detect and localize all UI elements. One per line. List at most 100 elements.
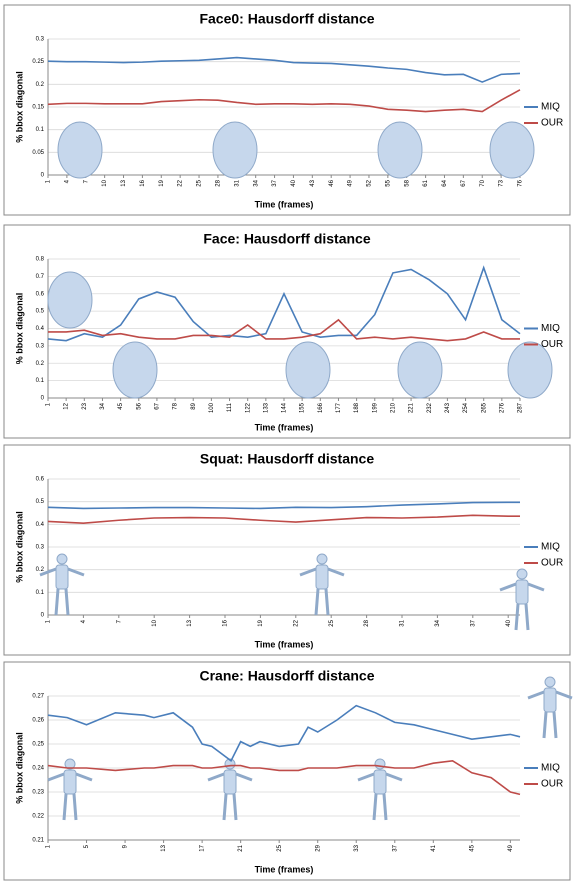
x-tick-label: 122 <box>245 402 251 413</box>
x-axis-label: Time (frames) <box>255 199 314 209</box>
x-tick-label: 61 <box>423 179 429 186</box>
y-tick-label: 0.25 <box>32 742 44 748</box>
face-thumbnail <box>286 342 330 398</box>
x-tick-label: 37 <box>392 844 398 851</box>
x-tick-label: 25 <box>277 844 283 851</box>
y-tick-label: 0.05 <box>32 150 44 156</box>
figure-body <box>544 688 556 712</box>
x-tick-label: 188 <box>354 402 360 413</box>
y-tick-label: 0.6 <box>36 477 45 483</box>
x-tick-label: 144 <box>282 402 288 413</box>
y-tick-label: 0.5 <box>36 309 45 315</box>
figure-head <box>317 554 327 564</box>
x-tick-label: 276 <box>499 402 505 413</box>
x-axis-label: Time (frames) <box>255 864 314 874</box>
x-tick-label: 17 <box>200 844 206 851</box>
y-axis-label: % bbox diagonal <box>14 293 24 365</box>
legend-label: MIQ <box>541 102 560 113</box>
y-tick-label: 0.27 <box>32 694 44 700</box>
x-tick-label: 67 <box>155 402 161 409</box>
face-thumbnail <box>48 272 92 328</box>
chart-title: Face0: Hausdorff distance <box>199 11 374 27</box>
y-tick-label: 0.25 <box>32 59 44 65</box>
y-tick-label: 0.5 <box>36 499 45 505</box>
y-tick-label: 0.4 <box>36 326 45 332</box>
figure-head <box>375 759 385 769</box>
face-thumbnail <box>508 342 552 398</box>
x-tick-label: 23 <box>82 402 88 409</box>
figure-body <box>316 565 328 589</box>
face-thumbnail <box>213 122 257 178</box>
x-tick-label: 76 <box>518 179 524 186</box>
x-tick-label: 31 <box>234 179 240 186</box>
x-tick-label: 19 <box>159 179 165 186</box>
x-tick-label: 41 <box>431 844 437 851</box>
x-tick-label: 287 <box>518 402 524 413</box>
x-tick-label: 46 <box>329 179 335 186</box>
x-axis-label: Time (frames) <box>255 422 314 432</box>
x-tick-label: 73 <box>499 179 505 186</box>
face-thumbnail <box>490 122 534 178</box>
figure-head <box>57 554 67 564</box>
x-tick-label: 166 <box>318 402 324 413</box>
y-tick-label: 0.2 <box>36 82 45 88</box>
x-tick-label: 177 <box>336 402 342 413</box>
x-tick-label: 199 <box>372 402 378 413</box>
y-axis-label: % bbox diagonal <box>14 511 24 583</box>
x-tick-label: 43 <box>310 179 316 186</box>
figure-body <box>64 770 76 794</box>
x-tick-label: 210 <box>391 402 397 413</box>
figure-body <box>224 770 236 794</box>
x-tick-label: 33 <box>354 844 360 851</box>
chart-title: Squat: Hausdorff distance <box>200 451 374 467</box>
x-tick-label: 232 <box>427 402 433 413</box>
legend-label: OUR <box>541 779 563 790</box>
y-tick-label: 0.7 <box>36 274 45 280</box>
legend-label: OUR <box>541 118 563 129</box>
x-tick-label: 25 <box>197 179 203 186</box>
x-tick-label: 25 <box>329 619 335 626</box>
y-tick-label: 0.3 <box>36 343 45 349</box>
x-tick-label: 13 <box>161 844 167 851</box>
figure-head <box>545 677 555 687</box>
y-tick-label: 0.3 <box>36 545 45 551</box>
x-tick-label: 89 <box>191 402 197 409</box>
x-tick-label: 22 <box>293 619 299 626</box>
y-tick-label: 0.2 <box>36 361 45 367</box>
x-tick-label: 45 <box>469 844 475 851</box>
x-tick-label: 49 <box>348 179 354 186</box>
face-thumbnail <box>58 122 102 178</box>
x-tick-label: 31 <box>400 619 406 626</box>
x-tick-label: 100 <box>209 402 215 413</box>
y-axis-label: % bbox diagonal <box>14 732 24 804</box>
x-tick-label: 29 <box>315 844 321 851</box>
y-tick-label: 0.24 <box>32 766 44 772</box>
x-tick-label: 34 <box>253 179 259 186</box>
x-tick-label: 45 <box>118 402 124 409</box>
y-tick-label: 0.15 <box>32 105 44 111</box>
x-tick-label: 56 <box>136 402 142 409</box>
face-thumbnail <box>398 342 442 398</box>
y-tick-label: 0.4 <box>36 522 45 528</box>
y-axis-label: % bbox diagonal <box>14 71 24 143</box>
legend-label: OUR <box>541 558 563 569</box>
x-tick-label: 12 <box>64 402 70 409</box>
y-tick-label: 0.23 <box>32 790 44 796</box>
x-tick-label: 155 <box>300 402 306 413</box>
x-tick-label: 37 <box>470 619 476 626</box>
y-tick-label: 0.1 <box>36 127 45 133</box>
y-tick-label: 0.21 <box>32 838 44 844</box>
figure-body <box>516 580 528 604</box>
y-tick-label: 0.22 <box>32 814 44 820</box>
chart-title: Face: Hausdorff distance <box>203 231 370 247</box>
x-tick-label: 10 <box>102 179 108 186</box>
figure: Face0: Hausdorff distance00.050.10.150.2… <box>0 0 574 884</box>
y-tick-label: 0.1 <box>36 378 45 384</box>
x-tick-label: 78 <box>173 402 179 409</box>
x-tick-label: 243 <box>445 402 451 413</box>
x-axis-label: Time (frames) <box>255 639 314 649</box>
x-tick-label: 254 <box>463 402 469 413</box>
x-tick-label: 55 <box>385 179 391 186</box>
x-tick-label: 21 <box>238 844 244 851</box>
x-tick-label: 49 <box>508 844 514 851</box>
